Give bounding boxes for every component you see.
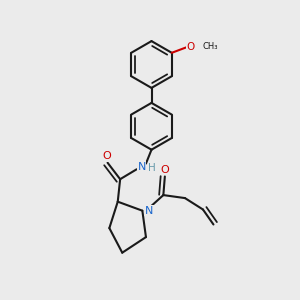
Text: CH₃: CH₃ xyxy=(203,42,218,51)
Text: O: O xyxy=(103,151,111,161)
Text: H: H xyxy=(148,163,156,173)
Text: N: N xyxy=(145,206,153,216)
Text: O: O xyxy=(160,165,169,175)
Text: N: N xyxy=(138,162,146,172)
Text: O: O xyxy=(187,42,195,52)
